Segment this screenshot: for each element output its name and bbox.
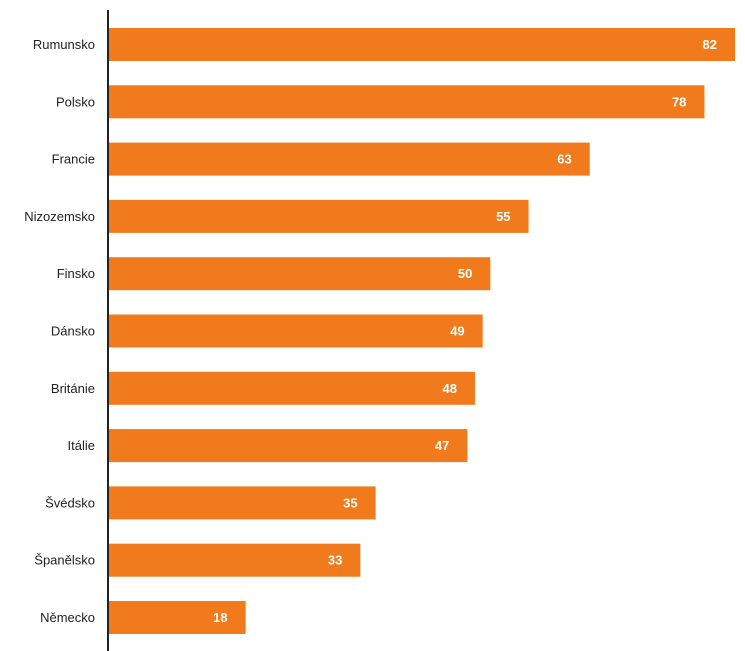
- bar: [108, 601, 246, 634]
- data-label: 35: [343, 495, 357, 510]
- value-labels: 82 78 63 55 50 49 48 47 35 33 18: [213, 37, 717, 625]
- bar: [108, 429, 468, 463]
- category-label: Itálie: [68, 438, 95, 453]
- category-label: Dánsko: [51, 324, 95, 339]
- category-labels: Rumunsko Polsko Francie Nizozemsko Finsko Dán…: [24, 37, 95, 625]
- data-label: 50: [458, 266, 472, 281]
- category-label: Británie: [51, 381, 95, 396]
- bar: [108, 371, 476, 405]
- category-label: Rumunsko: [33, 37, 95, 52]
- data-label: 63: [557, 152, 571, 167]
- data-label: 47: [435, 438, 449, 453]
- bar: [108, 199, 529, 233]
- data-label: 18: [213, 610, 227, 625]
- bar: [108, 486, 376, 520]
- category-label: Francie: [52, 152, 95, 167]
- data-label: 49: [450, 324, 464, 339]
- bar: [108, 142, 590, 176]
- data-label: 82: [703, 37, 717, 52]
- category-label: Německo: [40, 610, 95, 625]
- category-label: Španělsko: [34, 553, 95, 568]
- category-label: Nizozemsko: [24, 209, 95, 224]
- category-label: Finsko: [57, 266, 95, 281]
- bar: [108, 257, 491, 291]
- bars-layer: [108, 28, 735, 634]
- data-label: 55: [496, 209, 510, 224]
- bar: [108, 85, 705, 119]
- bar: [108, 314, 483, 348]
- data-label: 78: [672, 94, 686, 109]
- bar: [108, 28, 735, 61]
- category-label: Polsko: [56, 94, 95, 109]
- data-label: 48: [443, 381, 457, 396]
- category-label: Švédsko: [45, 495, 95, 510]
- bar: [108, 543, 361, 577]
- data-label: 33: [328, 553, 342, 568]
